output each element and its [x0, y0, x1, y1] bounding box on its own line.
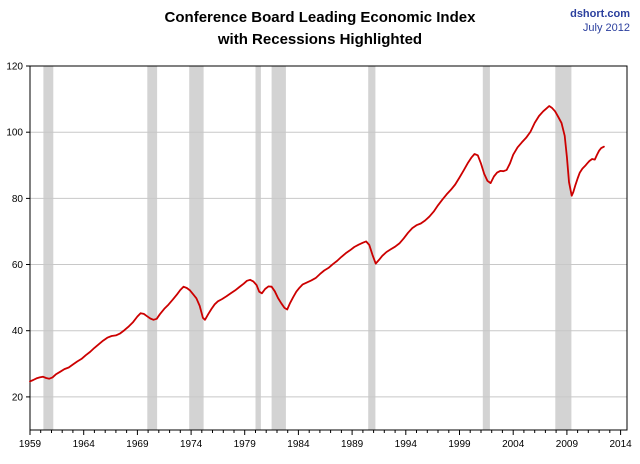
- x-tick-label: 2009: [556, 439, 579, 450]
- recession-band: [189, 66, 204, 430]
- recession-band: [255, 66, 261, 430]
- source-date: July 2012: [582, 22, 630, 35]
- recession-band: [271, 66, 286, 430]
- source-credit: dshort.com: [570, 8, 630, 20]
- recession-band: [555, 66, 572, 430]
- recession-band: [482, 66, 490, 430]
- y-tick-label: 20: [12, 392, 24, 403]
- chart-title: Conference Board Leading Economic Index …: [0, 7, 640, 51]
- x-tick-label: 1994: [395, 439, 418, 450]
- x-tick-label: 1959: [19, 439, 42, 450]
- recession-band: [368, 66, 376, 430]
- x-tick-label: 1979: [234, 439, 257, 450]
- chart-title-line2: with Recessions Highlighted: [217, 30, 423, 48]
- y-tick-label: 80: [12, 194, 24, 205]
- chart-title-line1: Conference Board Leading Economic Index: [164, 9, 476, 26]
- x-tick-label: 1964: [73, 439, 96, 450]
- x-tick-label: 1999: [448, 439, 471, 450]
- lei-series-line: [29, 105, 605, 383]
- y-tick-label: 40: [12, 326, 24, 337]
- source-block: dshort.com July 2012: [570, 7, 630, 36]
- y-tick-label: 60: [12, 260, 24, 271]
- x-tick-label: 1969: [126, 439, 149, 450]
- recession-band: [43, 66, 54, 430]
- plot-border: [29, 65, 628, 431]
- x-tick-label: 1989: [341, 439, 364, 450]
- recession-band: [147, 66, 158, 430]
- y-tick-label: 100: [6, 128, 23, 139]
- x-tick-label: 1974: [180, 439, 203, 450]
- y-tick-label: 120: [6, 62, 23, 73]
- lei-line-chart: 1959 1964 1969 1974 1979 1984 1989 1994 1999 2004…: [6, 62, 632, 451]
- x-tick-label: 2014: [609, 439, 632, 450]
- x-tick-label: 1984: [287, 439, 310, 450]
- x-tick-label: 2004: [502, 439, 525, 450]
